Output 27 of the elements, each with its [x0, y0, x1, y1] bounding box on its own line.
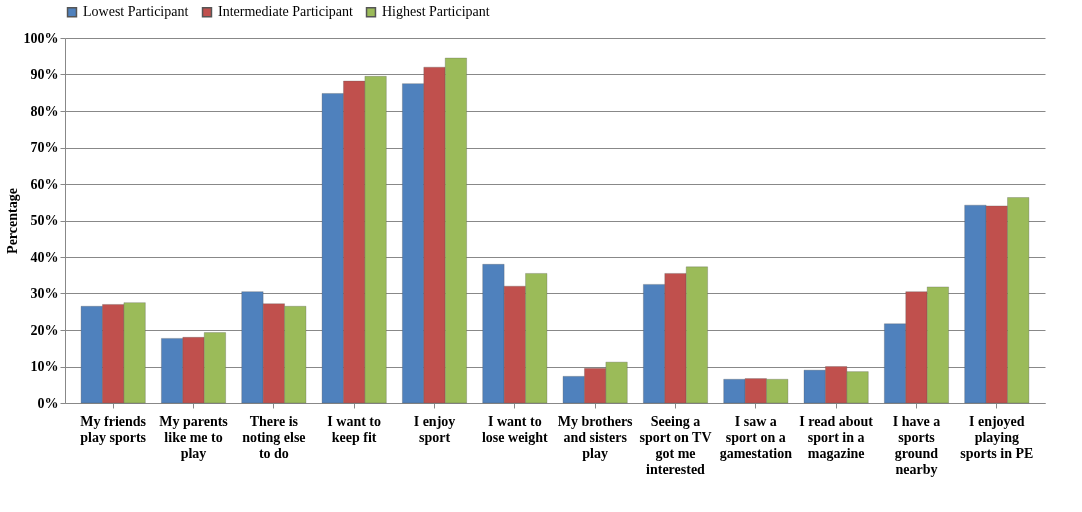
x-tick-label: There is noting else to do — [242, 413, 306, 461]
y-tick-label: 50% — [30, 213, 59, 228]
legend-label: Highest Participant — [382, 4, 490, 20]
y-tick-label: 30% — [30, 286, 59, 301]
x-tick-label: I enjoyed playing sports in PE — [960, 413, 1034, 461]
y-tick-label: 0% — [37, 395, 59, 411]
y-axis-title: Percentage — [4, 188, 20, 254]
y-tick-label: 80% — [30, 103, 59, 119]
x-tick-label: I have a sports ground nearby — [892, 413, 941, 477]
x-tick-label: I saw a sport on a gamestation — [719, 413, 793, 461]
y-tick-label: 60% — [30, 176, 59, 192]
x-tick-label: I read about sport in a magazine — [799, 413, 874, 461]
x-tick-label: I want to keep fit — [327, 413, 382, 445]
x-tick-label: I enjoy sport — [413, 413, 456, 445]
x-tick-label: My brothers and sisters play — [557, 413, 634, 461]
x-tick-label: I want to lose weight — [481, 413, 549, 445]
y-tick-label: 90% — [30, 67, 59, 82]
x-tick-label: Seeing a sport on TV got me interested — [639, 413, 712, 477]
x-tick-label: My friends play sports — [80, 413, 147, 445]
y-tick-label: 10% — [30, 359, 59, 374]
y-tick-label: 20% — [30, 322, 59, 338]
y-tick-label: 70% — [30, 140, 59, 155]
legend-label: Intermediate Participant — [218, 4, 353, 20]
y-tick-label: 40% — [30, 249, 59, 265]
legend-label: Lowest Participant — [83, 4, 189, 20]
y-tick-label: 100% — [23, 30, 59, 46]
x-tick-label: My parents like me to play — [159, 413, 229, 461]
